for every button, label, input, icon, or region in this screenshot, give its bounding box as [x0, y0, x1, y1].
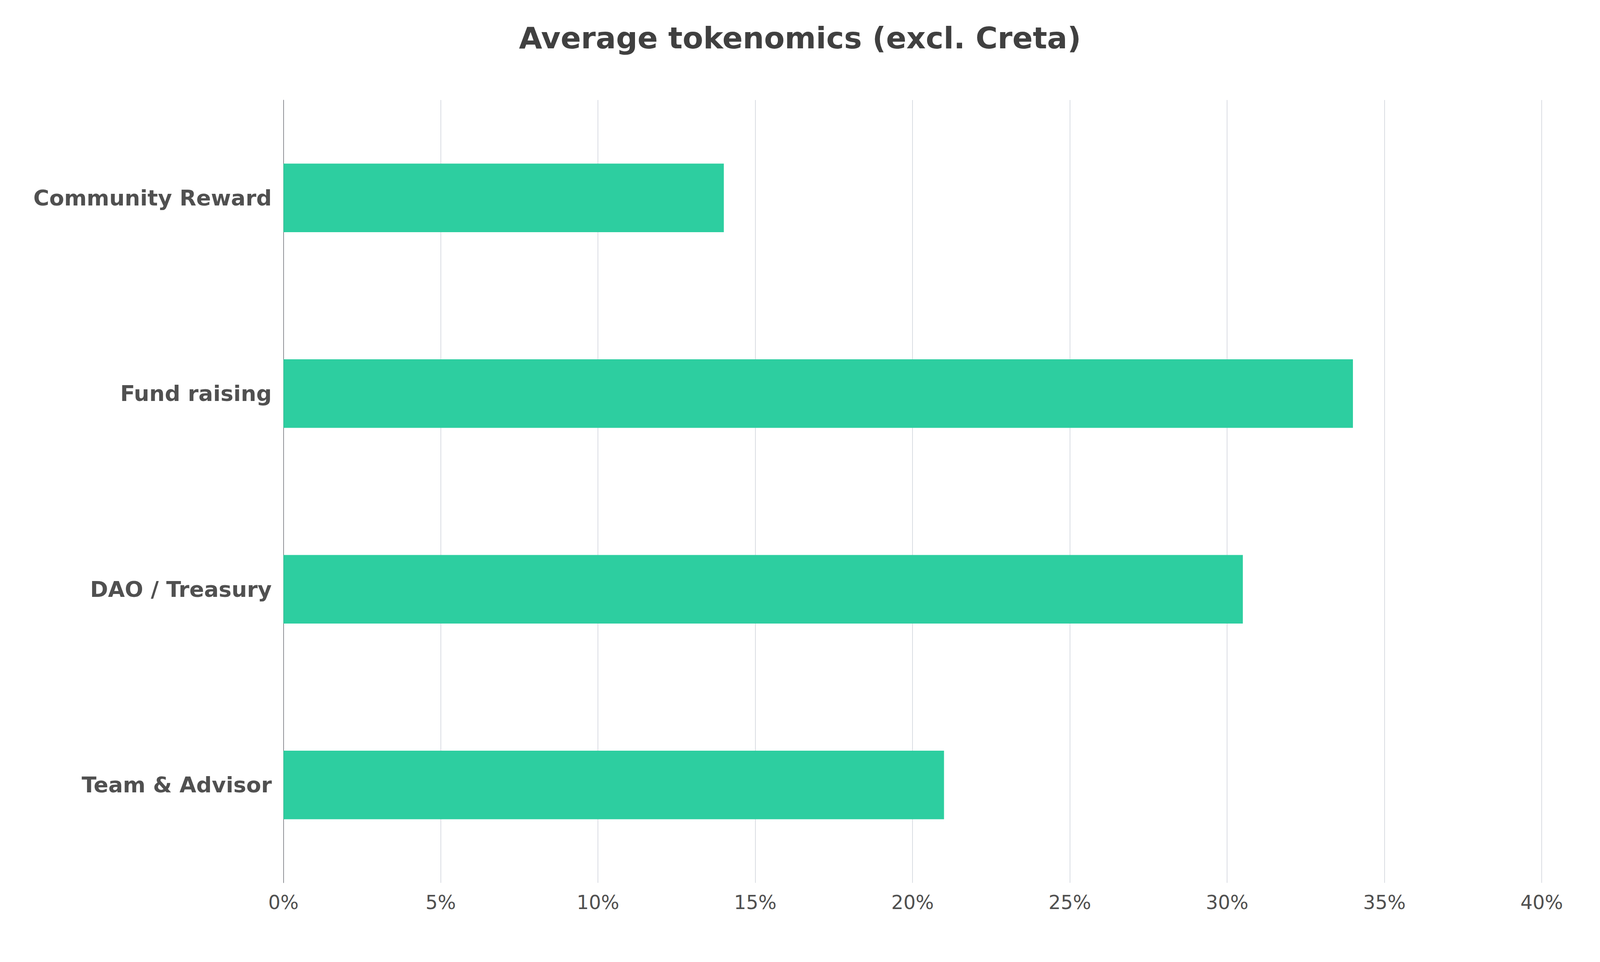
svg-text:30%: 30% — [1205, 890, 1249, 914]
svg-text:25%: 25% — [1048, 890, 1091, 914]
svg-text:10%: 10% — [576, 890, 620, 914]
svg-text:Average tokenomics (excl. Cret: Average tokenomics (excl. Creta) — [518, 20, 1081, 56]
svg-text:40%: 40% — [1520, 890, 1563, 914]
svg-text:20%: 20% — [891, 890, 934, 914]
svg-text:Community Reward: Community Reward — [33, 185, 272, 211]
svg-text:0%: 0% — [268, 890, 299, 914]
svg-text:Fund raising: Fund raising — [120, 380, 272, 406]
svg-text:35%: 35% — [1362, 890, 1406, 914]
svg-text:15%: 15% — [734, 890, 777, 914]
svg-text:Team & Advisor: Team & Advisor — [81, 772, 273, 798]
svg-text:5%: 5% — [425, 890, 456, 914]
svg-text:DAO / Treasury: DAO / Treasury — [90, 576, 272, 602]
